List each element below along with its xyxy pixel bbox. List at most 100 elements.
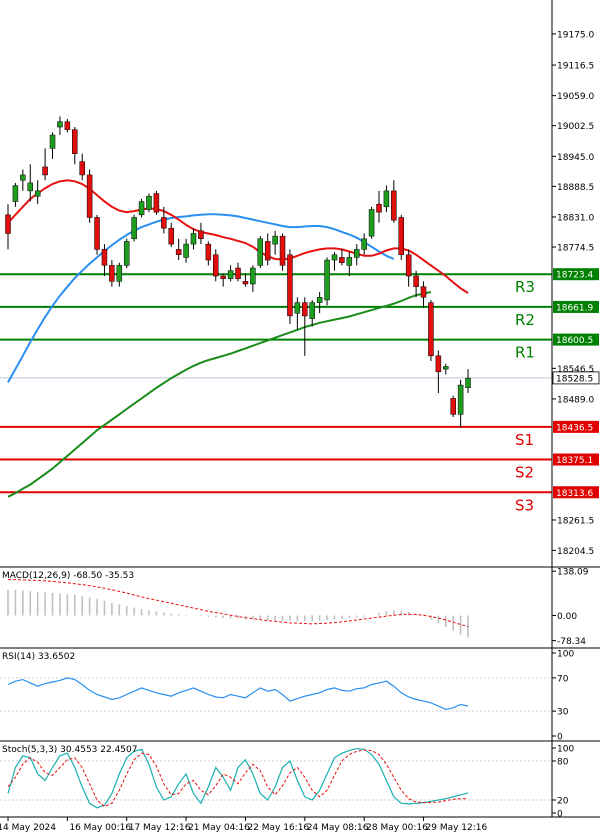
- rsi-axis-tick-label: 100: [557, 650, 574, 660]
- level-price-label-r3: 18723.4: [556, 271, 593, 281]
- level-price-label-r1: 18600.5: [556, 336, 593, 346]
- candle-body: [309, 302, 315, 319]
- candle-body: [428, 302, 434, 357]
- level-name-r3: R3: [515, 278, 535, 296]
- rsi-axis-tick-label: 0: [557, 733, 563, 743]
- candle-body: [42, 166, 48, 176]
- candle-body: [294, 302, 301, 314]
- candle-body: [272, 235, 278, 245]
- level-name-s3: S3: [515, 496, 534, 514]
- candle-body: [94, 217, 100, 250]
- stoch-label: Stoch(5,3,3) 30.4553 22.4507: [2, 745, 137, 755]
- macd-axis-tick-label: -78.34: [557, 637, 586, 647]
- candle-body: [20, 174, 26, 181]
- candle-body: [64, 121, 71, 130]
- stoch-d-line: [7, 749, 468, 808]
- candle-body: [398, 217, 405, 255]
- stoch-k-line: [7, 747, 469, 809]
- price-axis-tick-label: 18204.5: [557, 547, 594, 557]
- candle-body: [205, 243, 212, 261]
- price-axis-tick-label: 18774.5: [557, 244, 594, 254]
- candle-body: [242, 281, 249, 285]
- stoch-axis-tick-label: 20: [557, 797, 569, 807]
- candle-body: [213, 254, 219, 277]
- candle-body: [27, 182, 34, 192]
- panel-frames: [0, 0, 600, 818]
- price-axis-tick-label: 18489.0: [557, 395, 594, 405]
- candle-body: [101, 249, 108, 266]
- price-axis-tick-label: 18546.5: [557, 365, 594, 375]
- level-name-r2: R2: [515, 311, 535, 329]
- candle-body: [161, 217, 167, 229]
- candle-body: [49, 134, 56, 149]
- time-tick-label: 16 May 00:16: [69, 823, 131, 833]
- level-price-box-r3: [553, 268, 599, 281]
- level-price-box-r1: [553, 333, 599, 346]
- candle-body: [116, 265, 123, 282]
- candle-body: [376, 203, 382, 213]
- candle-body: [264, 241, 271, 261]
- price-axis-tick-label: 19002.5: [557, 122, 594, 132]
- candle-body: [383, 190, 390, 208]
- price-axis-tick-label: 18888.5: [557, 183, 594, 193]
- price-axis-tick-label: 19116.5: [557, 62, 594, 72]
- time-tick-label: 14 May 2024: [0, 823, 56, 833]
- stochastic-panel: 100 80 20 0 Stoch(5,3,3) 30.4553 22.4507: [0, 745, 574, 820]
- candle-body: [339, 257, 345, 263]
- candle-body: [405, 254, 412, 277]
- candle-body: [346, 257, 353, 266]
- price-axis-tick-label: 18831.0: [557, 213, 594, 223]
- time-tick-label: 21 May 04:16: [188, 823, 250, 833]
- current-price-box: [552, 371, 600, 385]
- level-price-box-s1: [553, 420, 599, 433]
- time-tick-label: 29 May 12:16: [426, 823, 488, 833]
- level-name-r1: R1: [515, 344, 535, 362]
- level-price-box-r2: [553, 300, 599, 313]
- rsi-label: RSI(14) 33.6502: [2, 652, 75, 662]
- candle-body: [5, 214, 11, 234]
- candle-body: [57, 121, 63, 128]
- candle-body: [175, 249, 182, 255]
- level-name-s1: S1: [515, 431, 534, 449]
- level-price-label-s3: 18313.6: [556, 489, 593, 499]
- rsi-line: [7, 677, 469, 711]
- macd-label: MACD(12,26,9) -68.50 -35.53: [2, 571, 134, 581]
- level-name-s2: S2: [515, 464, 534, 482]
- main-price-panel: 19175.0 19116.5 19059.0 19002.5 18945.0 18888…: [0, 30, 600, 557]
- stoch-axis-tick-label: 0: [557, 810, 563, 820]
- candle-body: [235, 267, 241, 279]
- price-axis-tick-label: 18261.5: [557, 516, 594, 526]
- level-price-box-s3: [553, 486, 599, 499]
- candle-body: [413, 275, 419, 287]
- candle-body: [168, 227, 174, 245]
- candle-body: [227, 270, 234, 279]
- candle-body: [12, 185, 19, 202]
- macd-signal-line: [8, 579, 469, 628]
- stoch-axis-tick-label: 100: [557, 745, 574, 755]
- stoch-axis-tick-label: 80: [557, 758, 569, 768]
- candle-body: [123, 241, 130, 266]
- macd-axis-tick-label: 138.09: [557, 568, 589, 578]
- time-tick-label: 24 May 08:16: [307, 823, 369, 833]
- ma-red-line: [7, 179, 469, 294]
- candle-body: [198, 230, 204, 240]
- candle-body: [435, 355, 442, 373]
- candle-body: [250, 267, 256, 285]
- candle-body: [391, 190, 397, 221]
- candle-body: [302, 302, 308, 317]
- candle-body: [361, 238, 367, 250]
- candle-body: [279, 235, 286, 266]
- candle-body: [34, 190, 41, 197]
- candle-body: [368, 209, 375, 237]
- candle-body: [331, 254, 338, 261]
- candle-body: [450, 398, 456, 415]
- candle-body: [316, 297, 323, 303]
- candle-body: [131, 217, 137, 240]
- price-axis-tick-label: 19175.0: [557, 30, 594, 40]
- candle-body: [153, 193, 160, 213]
- current-price-label: 18528.5: [556, 374, 593, 384]
- candle-body: [457, 384, 464, 415]
- level-price-label-s1: 18436.5: [556, 423, 593, 433]
- time-tick-label: 28 May 00:16: [366, 823, 428, 833]
